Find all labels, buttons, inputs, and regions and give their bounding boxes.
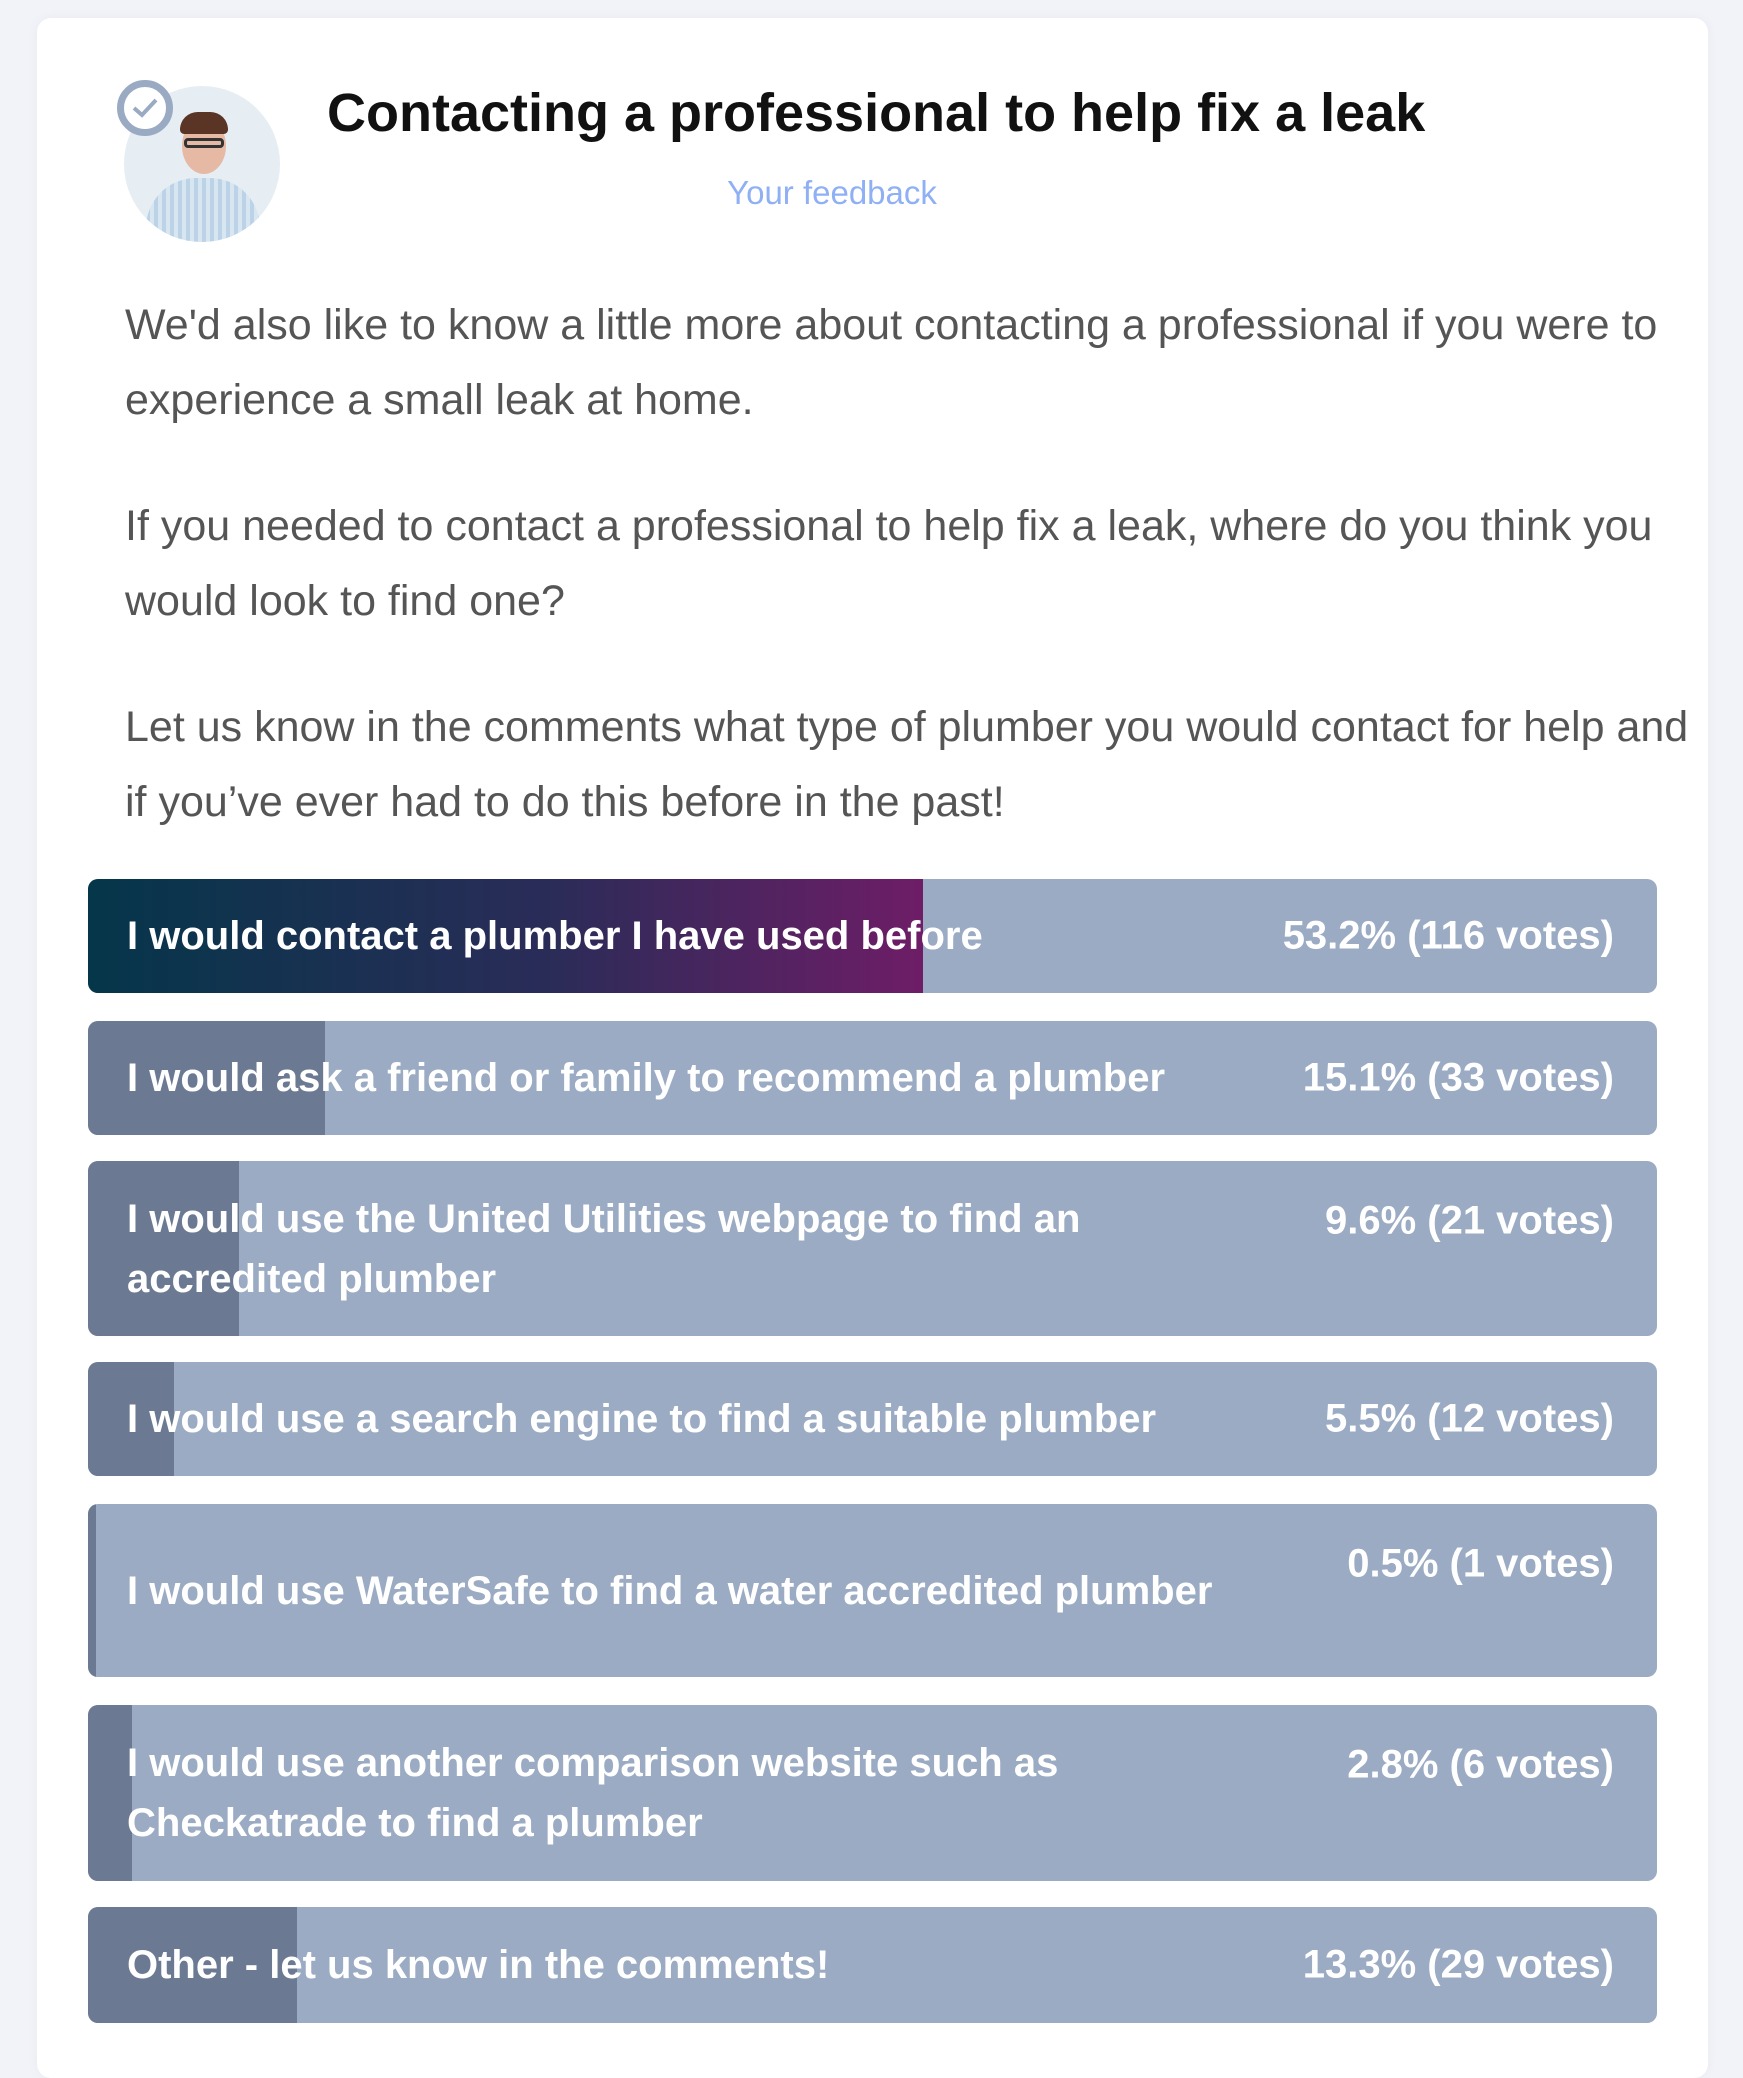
poll-option-label: I would contact a plumber I have used be… (127, 914, 983, 958)
poll-option-fill (88, 1362, 175, 1476)
poll-option-result: 2.8% (6 votes) (1347, 1742, 1614, 1787)
poll-option-result: 9.6% (21 votes) (1324, 1198, 1614, 1243)
question-paragraph: If you needed to contact a professional … (125, 502, 1653, 625)
avatar-shirt (146, 178, 260, 242)
poll-option-result: 5.5% (12 votes) (1324, 1396, 1614, 1441)
check-badge-icon (117, 80, 173, 136)
avatar-glasses (184, 138, 224, 148)
poll-option-fill (88, 1907, 297, 2023)
poll-option-fill (88, 1161, 239, 1336)
poll-option-label: I would use the United Utilities webpage… (127, 1196, 1081, 1301)
poll-option-label: I would use a search engine to find a su… (127, 1397, 1157, 1441)
poll-option[interactable]: I would ask a friend or family to recomm… (88, 1021, 1657, 1135)
poll-option[interactable]: I would use another comparison website s… (88, 1705, 1657, 1881)
poll-option[interactable]: Other - let us know in the comments! 13.… (88, 1907, 1657, 2023)
poll-option-fill (88, 879, 923, 993)
page-title: Contacting a professional to help fix a … (327, 83, 1426, 143)
poll-option[interactable]: I would contact a plumber I have used be… (88, 879, 1657, 993)
poll-option-result: 15.1% (33 votes) (1302, 1055, 1614, 1100)
poll-option[interactable]: I would use WaterSafe to find a water ac… (88, 1504, 1657, 1677)
poll-option-result: 53.2% (116 votes) (1282, 913, 1614, 958)
poll-option[interactable]: I would use a search engine to find a su… (88, 1362, 1657, 1476)
poll-option-result: 0.5% (1 votes) (1347, 1541, 1614, 1586)
your-feedback-link[interactable]: Your feedback (727, 174, 937, 211)
poll-option[interactable]: I would use the United Utilities webpage… (88, 1161, 1657, 1336)
avatar-hair (180, 112, 228, 134)
poll-option-result: 13.3% (29 votes) (1302, 1942, 1614, 1987)
poll-option-fill (88, 1504, 96, 1677)
poll-option-fill (88, 1021, 325, 1135)
poll-option-label: Other - let us know in the comments! (127, 1943, 830, 1987)
poll-option-label: I would use WaterSafe to find a water ac… (127, 1568, 1213, 1613)
poll-option-fill (88, 1705, 132, 1881)
poll-option-label: I would ask a friend or family to recomm… (127, 1056, 1166, 1100)
comments-paragraph: Let us know in the comments what type of… (125, 703, 1689, 826)
poll-option-label: I would use another comparison website s… (127, 1741, 1059, 1845)
intro-paragraph: We'd also like to know a little more abo… (125, 301, 1658, 424)
